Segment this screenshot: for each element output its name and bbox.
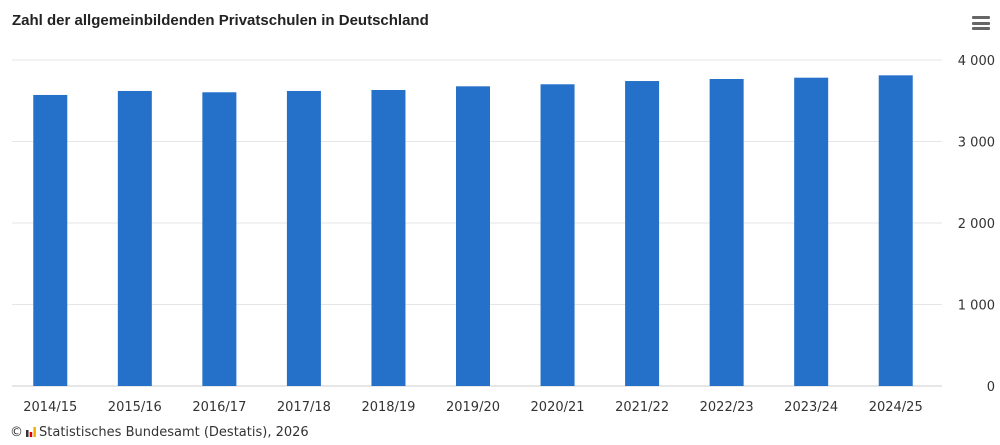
hamburger-menu-icon[interactable] <box>972 16 990 30</box>
bar <box>33 94 68 386</box>
bar-chart: 0 1 000 2 000 3 000 4 000 2014/15 2015/16 2016/… <box>12 54 995 415</box>
bar <box>878 75 913 387</box>
x-tick-label: 2015/16 <box>108 400 162 415</box>
x-tick-label: 2023/24 <box>784 400 838 415</box>
x-tick-label: 2020/21 <box>531 400 585 415</box>
bar <box>625 81 660 386</box>
x-tick-label: 2019/20 <box>446 400 500 415</box>
y-tick-label: 1 000 <box>958 299 995 314</box>
x-tick-label: 2018/19 <box>361 400 415 415</box>
bar <box>202 92 237 387</box>
y-tick-label: 2 000 <box>958 217 995 232</box>
bar <box>456 86 490 387</box>
bar <box>709 78 744 386</box>
source-credit: © Statistisches Bundesamt (Destatis), 202… <box>10 425 309 440</box>
x-tick-label: 2014/15 <box>23 400 77 415</box>
x-tick-label: 2017/18 <box>277 400 331 415</box>
bar <box>540 84 575 387</box>
copyright-symbol: © <box>10 425 23 440</box>
x-tick-label: 2022/23 <box>700 400 754 415</box>
x-tick-label: 2024/25 <box>869 400 923 415</box>
y-tick-label: 4 000 <box>958 54 995 69</box>
x-tick-label: 2016/17 <box>192 400 246 415</box>
x-tick-label: 2021/22 <box>615 400 669 415</box>
y-tick-label: 0 <box>987 380 995 395</box>
chart-title: Zahl der allgemeinbildenden Privatschule… <box>12 12 429 29</box>
bar <box>371 89 406 386</box>
bar <box>286 90 321 386</box>
destatis-logo-icon <box>26 427 36 437</box>
source-text: Statistisches Bundesamt (Destatis), 2026 <box>39 425 309 440</box>
y-tick-label: 3 000 <box>958 136 995 151</box>
bar <box>117 90 152 386</box>
bar <box>794 77 829 387</box>
